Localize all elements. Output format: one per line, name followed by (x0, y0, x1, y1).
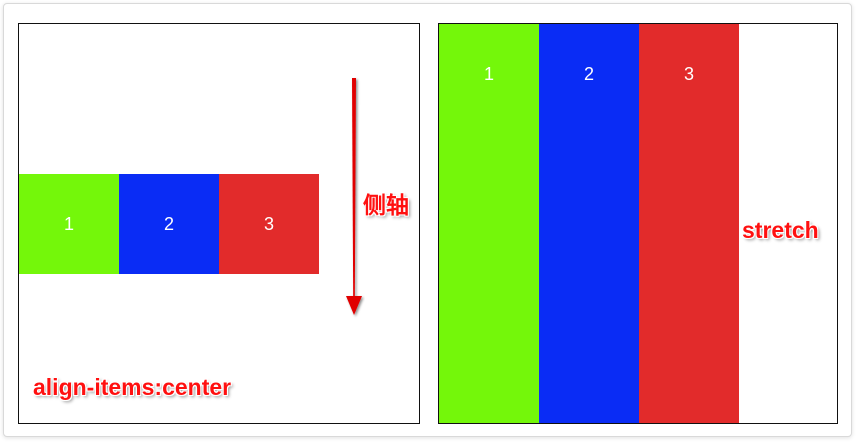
flex-item-1: 1 (439, 24, 539, 423)
flex-row-stretch: 1 2 3 (439, 24, 739, 423)
flex-item-label: 1 (483, 64, 494, 84)
flex-item-1: 1 (19, 174, 119, 274)
flex-item-2: 2 (119, 174, 219, 274)
figure-card: 1 2 3 侧轴 align-items:center (3, 3, 852, 437)
align-center-panel: 1 2 3 侧轴 align-items:center (18, 23, 420, 424)
flex-row-center: 1 2 3 (19, 174, 319, 274)
align-stretch-panel: 1 2 3 stretch (438, 23, 838, 424)
cross-axis-label: 侧轴 (363, 193, 409, 219)
flex-item-label: 3 (263, 213, 274, 234)
flex-item-label: 1 (63, 213, 74, 234)
flex-item-label: 2 (163, 213, 174, 234)
cross-axis-arrow-icon (346, 78, 362, 315)
stretch-caption: stretch (742, 217, 819, 243)
flex-item-2: 2 (539, 24, 639, 423)
flex-item-label: 3 (683, 64, 694, 84)
flex-item-3: 3 (639, 24, 739, 423)
align-items-center-caption: align-items:center (33, 374, 232, 400)
flex-item-label: 2 (583, 64, 594, 84)
flex-item-3: 3 (219, 174, 319, 274)
